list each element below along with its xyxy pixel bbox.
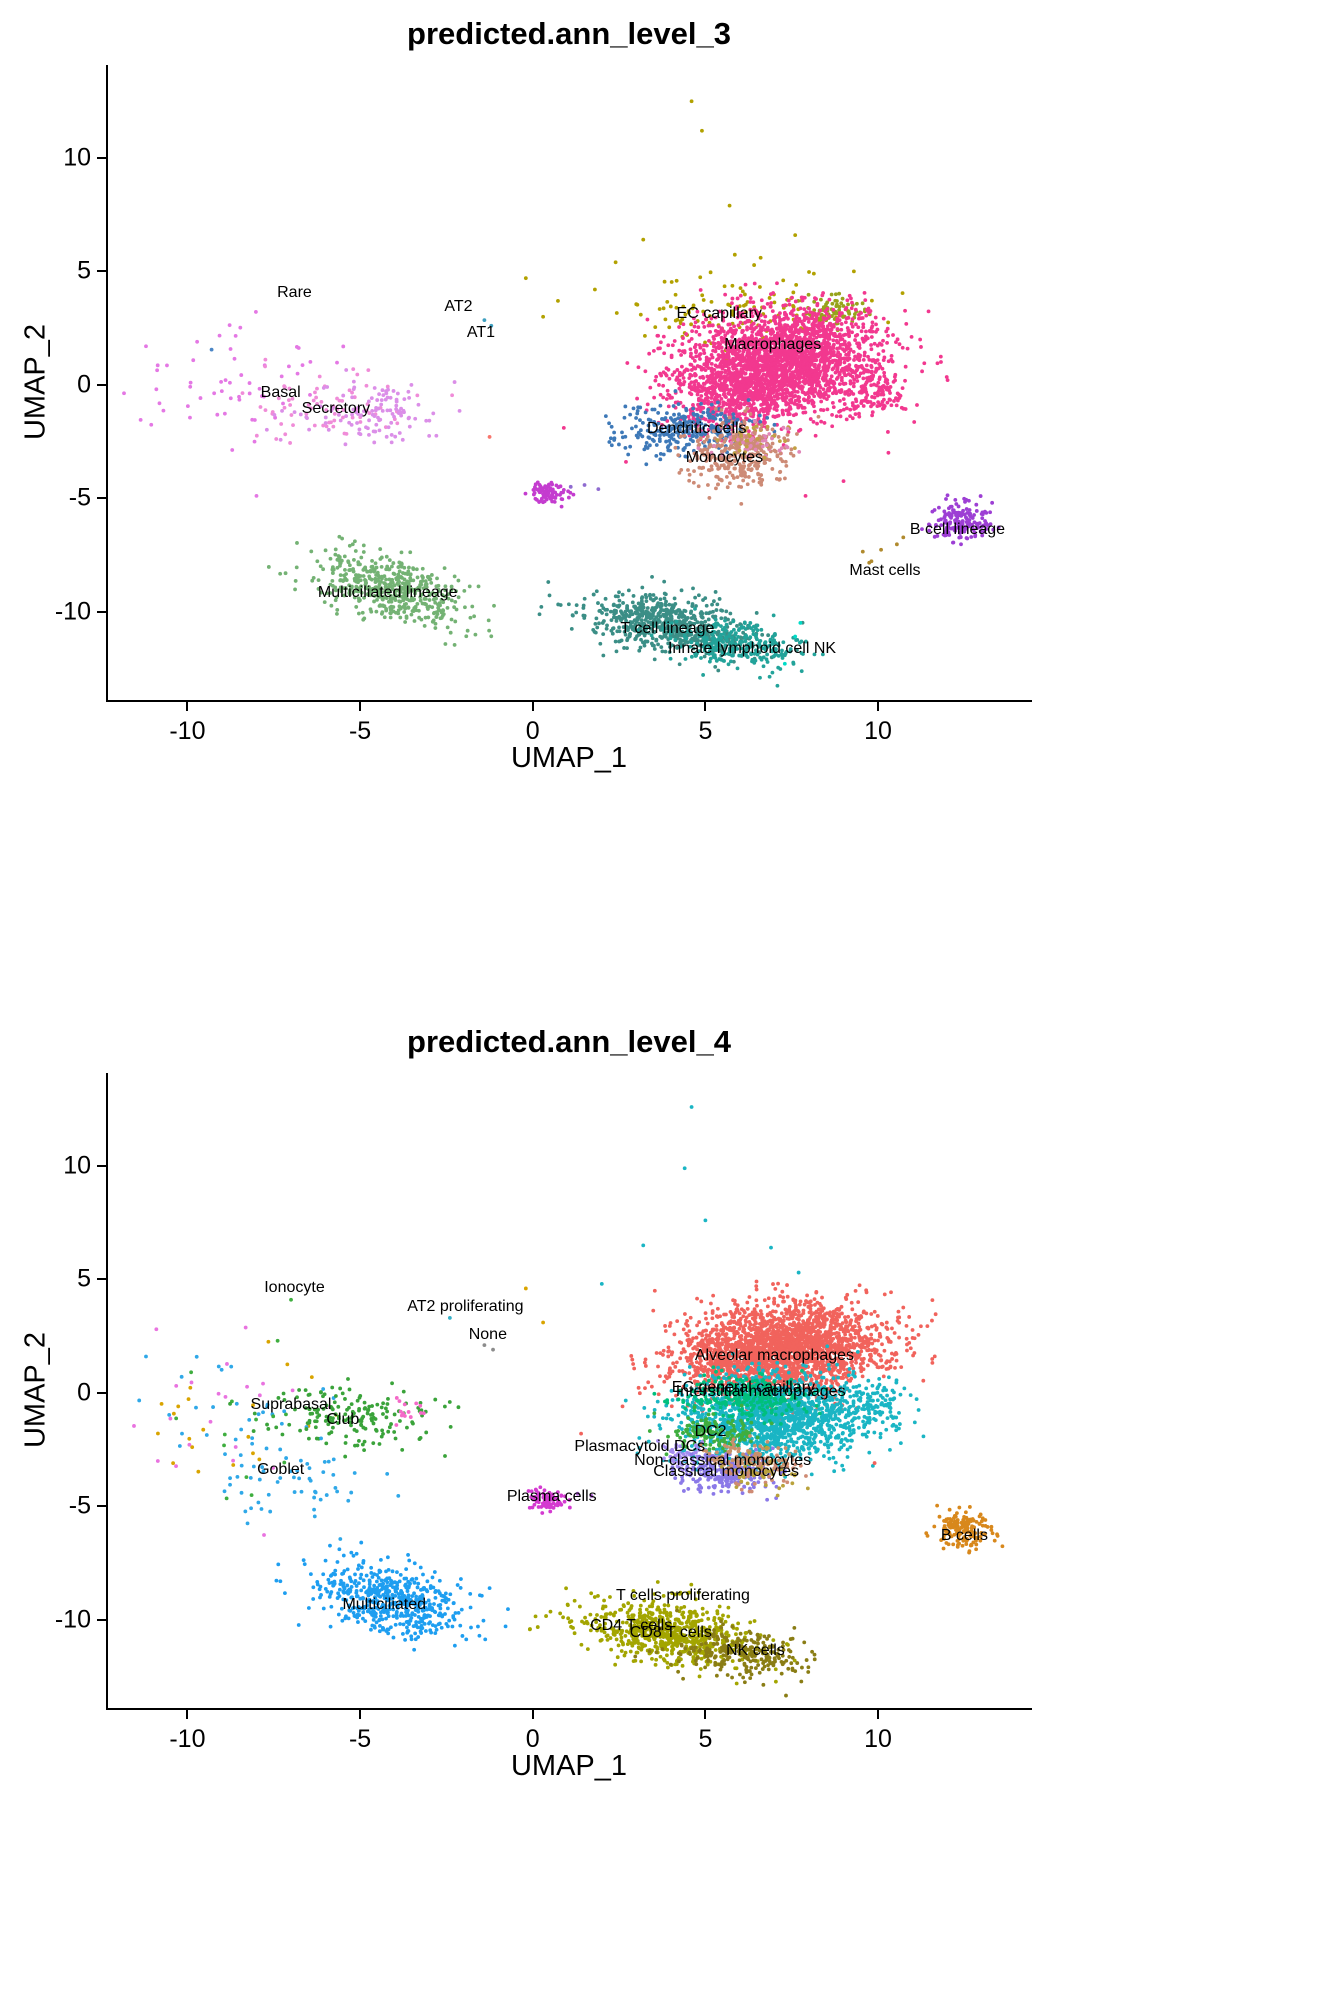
x-tick-label: 5 — [698, 1725, 713, 1753]
cluster-label: Monocytes — [685, 449, 764, 467]
x-tick-label: -10 — [169, 1725, 206, 1753]
cluster-label: Suprabasal — [250, 1396, 332, 1414]
y-tick — [97, 497, 106, 500]
y-axis-line — [106, 65, 108, 702]
x-tick — [704, 1710, 707, 1719]
panel-ann-level-3: predicted.ann_level_3 UMAP_2 -10 -5 0 5 10 -1… — [19, 16, 1032, 774]
cluster-label: Goblet — [257, 1460, 305, 1478]
y-tick-label: 10 — [63, 143, 91, 172]
cluster-label: AT2 proliferating — [407, 1297, 524, 1315]
x-axis-line — [106, 700, 1032, 702]
x-tick — [531, 702, 534, 711]
x-tick — [186, 1710, 189, 1719]
y-tick — [97, 1391, 106, 1394]
cluster-label: Basal — [260, 383, 301, 401]
y-tick-label: -5 — [68, 1491, 91, 1520]
y-tick — [97, 1278, 106, 1281]
cluster-label: Interstitial macrophages — [675, 1382, 846, 1400]
y-tick — [97, 156, 106, 159]
cluster-label: Classical monocytes — [653, 1463, 800, 1481]
panel-ann-level-4: predicted.ann_level_4 UMAP_2 -10 -5 0 5 10 -1… — [0, 1008, 1344, 2016]
cluster-label: EC capillary — [676, 305, 762, 323]
plot-area: -10 -5 0 5 10 -10 -5 0 5 10 Rare AT2 AT1 EC capillary… — [55, 65, 1032, 745]
cluster-label: B cells — [940, 1526, 988, 1544]
x-tick-label: 0 — [525, 717, 540, 745]
y-tick-label: -10 — [54, 597, 91, 626]
cluster-label: Dendritic cells — [646, 419, 747, 437]
cluster-label: EC general capillary — [671, 1379, 815, 1397]
x-tick-label: -5 — [348, 1725, 372, 1753]
x-tick-label: -5 — [348, 717, 372, 745]
y-tick-label: 5 — [77, 256, 91, 285]
y-tick-label: 0 — [77, 1378, 91, 1407]
y-axis-title: UMAP_2 — [19, 1331, 52, 1449]
x-axis-title: UMAP_1 — [510, 1750, 628, 1782]
cluster-label: DC2 — [694, 1423, 727, 1441]
scatter-canvas — [108, 1073, 1030, 1708]
cluster-label: CD4 T cells — [590, 1617, 673, 1635]
cluster-label: Plasmacytoid DCs — [574, 1438, 706, 1456]
x-tick — [704, 702, 707, 711]
x-axis-line — [106, 1708, 1032, 1710]
x-tick-label: 10 — [864, 717, 892, 745]
x-tick-label: 10 — [864, 1725, 892, 1753]
chart-title: predicted.ann_level_4 — [407, 1024, 731, 1059]
cluster-label: CD8 T cells — [629, 1624, 712, 1642]
cluster-label: AT2 — [444, 297, 473, 315]
y-tick — [97, 1618, 106, 1621]
cluster-label: Macrophages — [724, 336, 822, 354]
chart-title: predicted.ann_level_3 — [407, 16, 731, 51]
cluster-label: Plasma cells — [506, 1488, 597, 1506]
y-tick — [97, 610, 106, 613]
y-tick — [97, 1505, 106, 1508]
cluster-label: Multiciliated — [342, 1595, 427, 1613]
cluster-label: B cell lineage — [909, 520, 1006, 538]
plot-area: -10 -5 0 5 10 -10 -5 0 5 10 Ionocyte AT2 proliferat… — [55, 1073, 1032, 1753]
x-tick — [359, 1710, 362, 1719]
cluster-label: Mast cells — [849, 561, 921, 579]
cluster-label: Rare — [277, 283, 312, 301]
y-tick-label: 10 — [63, 1151, 91, 1180]
cluster-label: Ionocyte — [264, 1279, 325, 1297]
x-tick — [359, 702, 362, 711]
y-axis-title: UMAP_2 — [19, 323, 52, 441]
x-tick-label: 0 — [525, 1725, 540, 1753]
cluster-label: Multiciliated lineage — [317, 584, 458, 602]
cluster-label: NK cells — [726, 1642, 785, 1660]
cluster-label: Club — [326, 1410, 360, 1428]
y-tick-label: 0 — [77, 370, 91, 399]
y-tick — [97, 1164, 106, 1167]
x-axis-title: UMAP_1 — [510, 742, 628, 774]
cluster-label: T cell lineage — [620, 619, 715, 637]
cluster-label: Secretory — [301, 399, 371, 417]
x-tick-label: 5 — [698, 717, 713, 745]
x-tick — [531, 1710, 534, 1719]
cluster-label: Innate lymphoid cell NK — [667, 639, 837, 657]
cluster-label: Non-classical monocytes — [634, 1451, 812, 1469]
cluster-label: Alveolar macrophages — [694, 1347, 855, 1365]
x-tick-label: -10 — [169, 717, 206, 745]
y-tick — [97, 270, 106, 273]
scatter-canvas — [108, 65, 1030, 700]
x-tick — [877, 702, 880, 711]
x-tick — [186, 702, 189, 711]
y-axis-line — [106, 1073, 108, 1710]
cluster-label: T cells proliferating — [615, 1586, 750, 1604]
y-tick-label: 5 — [77, 1264, 91, 1293]
cluster-label: None — [468, 1325, 507, 1343]
cluster-label: AT1 — [466, 323, 496, 341]
x-tick — [877, 1710, 880, 1719]
y-tick-label: -10 — [54, 1605, 91, 1634]
y-tick-label: -5 — [68, 483, 91, 512]
y-tick — [97, 383, 106, 386]
